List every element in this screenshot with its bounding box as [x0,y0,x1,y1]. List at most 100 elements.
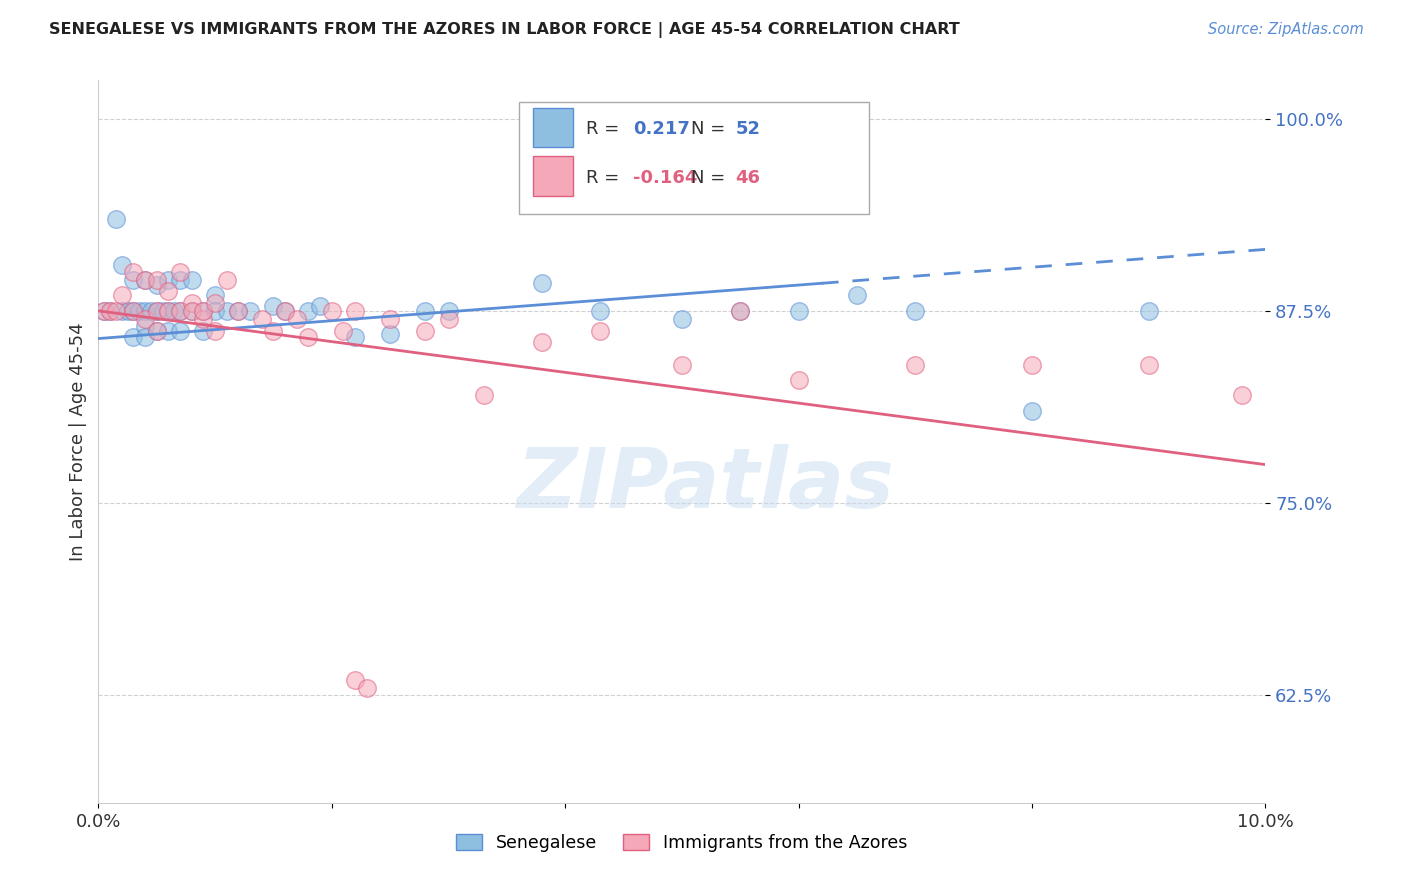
Text: Source: ZipAtlas.com: Source: ZipAtlas.com [1208,22,1364,37]
Point [117,304,139,318]
Point [904,304,927,318]
Point [180,296,202,310]
Point [297,330,319,344]
Point [344,673,367,687]
Point [134,273,156,287]
Point [437,311,460,326]
Point [111,304,134,318]
Point [204,324,226,338]
Point [215,273,238,287]
Point [193,324,215,338]
Text: R =: R = [586,120,626,138]
Point [93,304,115,318]
Point [344,304,367,318]
Point [671,358,693,372]
FancyBboxPatch shape [533,156,574,196]
Point [380,326,402,341]
Point [356,681,378,695]
Point [530,276,553,290]
Point [169,304,191,318]
Point [104,211,127,226]
Point [730,304,752,318]
FancyBboxPatch shape [519,102,869,214]
Point [146,304,169,318]
Point [589,304,612,318]
Point [274,304,297,318]
Y-axis label: In Labor Force | Age 45-54: In Labor Force | Age 45-54 [69,322,87,561]
Point [122,330,145,344]
Point [332,324,354,338]
Point [262,299,284,313]
Point [787,304,810,318]
Point [157,304,180,318]
Point [297,304,319,318]
Point [122,273,145,287]
Point [98,304,121,318]
Point [157,324,180,338]
Point [262,324,284,338]
Point [380,311,402,326]
Point [122,304,145,318]
Text: 0.217: 0.217 [633,120,690,138]
Point [437,304,460,318]
Point [413,304,436,318]
Point [321,304,343,318]
Point [128,304,150,318]
Point [146,277,169,292]
Point [122,265,145,279]
Point [1230,388,1253,402]
Point [413,324,436,338]
Point [163,304,186,318]
Point [1021,404,1043,418]
Point [589,324,612,338]
Point [1137,304,1160,318]
Point [146,273,169,287]
Text: 52: 52 [735,120,761,138]
Text: 46: 46 [735,169,761,186]
Point [180,304,202,318]
Point [309,299,332,313]
Point [157,273,180,287]
Point [250,311,273,326]
Point [228,304,250,318]
Point [146,324,169,338]
Point [134,311,156,326]
Point [134,319,156,334]
Point [169,273,191,287]
Point [122,304,145,318]
Point [472,388,495,402]
Point [274,304,297,318]
Point [787,373,810,387]
Point [152,304,174,318]
Legend: Senegalese, Immigrants from the Azores: Senegalese, Immigrants from the Azores [449,827,915,859]
Text: R =: R = [586,169,626,186]
Point [193,304,215,318]
Text: N =: N = [692,169,731,186]
Point [239,304,262,318]
Point [134,330,156,344]
Point [169,265,191,279]
Text: SENEGALESE VS IMMIGRANTS FROM THE AZORES IN LABOR FORCE | AGE 45-54 CORRELATION : SENEGALESE VS IMMIGRANTS FROM THE AZORES… [49,22,960,38]
Text: ZIPatlas: ZIPatlas [516,444,894,525]
Text: -0.164: -0.164 [633,169,697,186]
Point [139,304,162,318]
Point [104,304,127,318]
Point [157,284,180,298]
Point [157,304,180,318]
Point [180,273,202,287]
Point [193,304,215,318]
Point [344,330,367,344]
Point [93,304,115,318]
Point [1021,358,1043,372]
Point [204,288,226,302]
Point [204,296,226,310]
Point [285,311,308,326]
Point [146,324,169,338]
Point [1137,358,1160,372]
Point [180,304,202,318]
Point [111,258,134,272]
Point [530,334,553,349]
Text: N =: N = [692,120,731,138]
FancyBboxPatch shape [533,108,574,147]
Point [193,311,215,326]
